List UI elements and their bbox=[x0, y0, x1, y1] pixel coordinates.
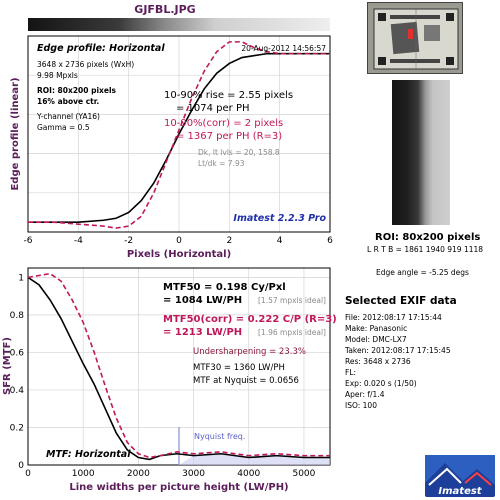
thumbnail-image bbox=[368, 3, 462, 73]
x-tick-label: 2 bbox=[226, 236, 232, 246]
series-measured-line bbox=[28, 52, 330, 223]
edge-profile-channel: Y-channel (YA16) bbox=[36, 112, 100, 121]
page-title: GJFBL.JPG bbox=[134, 3, 196, 16]
mtf50-corr: MTF50(corr) = 0.222 C/P (R=3) bbox=[163, 314, 337, 325]
edge-profile-grid bbox=[28, 36, 330, 232]
exif-row-aper: Aper: f/1.4 bbox=[345, 390, 385, 399]
edge-profile-roi: ROI: 80x200 pixels bbox=[37, 86, 117, 95]
nyquist-label: Nyquist freq. bbox=[194, 432, 245, 441]
x-tick-label: 3000 bbox=[182, 469, 205, 479]
edge-profile-corr: 10-90%(corr) = 2 pixels bbox=[164, 118, 283, 129]
edge-profile-rise-ph: = 1074 per PH bbox=[176, 103, 250, 114]
nyquist-region bbox=[179, 453, 330, 465]
exif-row-make: Make: Panasonic bbox=[345, 324, 408, 333]
edge-profile-title: Edge profile: Horizontal bbox=[37, 43, 165, 54]
edge-profile-dk: Dk, lt lvls = 20, 158.8 bbox=[198, 148, 280, 157]
mtf-title: MTF: Horizontal bbox=[46, 449, 131, 460]
exif-row-file: File: 2012:08:17 17:15:44 bbox=[345, 313, 442, 322]
edge-profile-date: 20-Aug-2012 14:56:57 bbox=[241, 44, 326, 53]
roi-title: ROI: 80x200 pixels bbox=[375, 232, 481, 243]
exif-row-iso: ISO: 100 bbox=[345, 401, 377, 410]
series-measured-line bbox=[27, 276, 330, 461]
x-tick-label: 4 bbox=[277, 236, 283, 246]
exif-row-model: Model: DMC-LX7 bbox=[345, 335, 407, 344]
logo-text: Imatest bbox=[438, 486, 482, 497]
x-tick-label: 0 bbox=[176, 236, 182, 246]
x-tick-label: 0 bbox=[25, 469, 31, 479]
x-tick-label: 4000 bbox=[237, 469, 260, 479]
edge-profile-corr-ph: = 1367 per PH (R=3) bbox=[176, 131, 282, 142]
y-tick-label: 1 bbox=[18, 273, 24, 283]
exif-row-fl: FL: bbox=[345, 368, 357, 377]
edge-profile-x-ticks: -6 -4 -2 0 2 4 6 bbox=[24, 236, 334, 246]
exif-title: Selected EXIF data bbox=[345, 295, 457, 307]
edge-profile-above: 16% above ctr. bbox=[37, 97, 99, 106]
exif-row-taken: Taken: 2012:08:17 17:15:45 bbox=[345, 346, 451, 355]
roi-coords: L R T B = 1861 1940 919 1118 bbox=[367, 245, 484, 254]
mtf-x-label: Line widths per picture height (LW/PH) bbox=[69, 482, 288, 493]
x-tick-label: 1000 bbox=[72, 469, 95, 479]
mtf-ticks: 0 1000 2000 3000 4000 5000 0 0.2 0.4 0.6 0.8 1 bbox=[10, 273, 316, 479]
mtf50-corr-lw: = 1213 LW/PH bbox=[163, 327, 242, 338]
mtf50-text: MTF50 = 0.198 Cy/Pxl bbox=[163, 282, 286, 293]
mtf30: MTF30 = 1360 LW/PH bbox=[193, 363, 285, 373]
y-tick-label: 0.6 bbox=[10, 348, 25, 358]
undersharpening: Undersharpening = 23.3% bbox=[193, 347, 306, 357]
x-tick-label: 6 bbox=[327, 236, 333, 246]
test-chart-thumbnail bbox=[367, 2, 463, 74]
exif-row-res: Res: 3648 x 2736 bbox=[345, 357, 411, 366]
roi-image bbox=[392, 80, 450, 225]
edge-profile-dims: 3648 x 2736 pixels (WxH) bbox=[37, 60, 134, 69]
exif-row-exp: Exp: 0.020 s (1/50) bbox=[345, 379, 417, 388]
edge-profile-gamma: Gamma = 0.5 bbox=[37, 123, 90, 132]
edge-profile-series bbox=[28, 41, 330, 229]
edge-gradient-strip bbox=[28, 18, 330, 31]
x-tick-label: -2 bbox=[124, 236, 133, 246]
series-corrected-line bbox=[28, 41, 330, 229]
edge-profile-y-label: Edge profile (linear) bbox=[10, 77, 21, 190]
edge-profile-rise: 10-90% rise = 2.55 pixels bbox=[164, 90, 293, 101]
y-tick-label: 0 bbox=[18, 461, 24, 471]
mtf50-corr-ideal: [1.96 mpxls ideal] bbox=[258, 328, 326, 337]
x-tick-label: -4 bbox=[74, 236, 83, 246]
imatest-logo: Imatest bbox=[425, 455, 495, 497]
mtf50-ideal: [1.57 mpxls ideal] bbox=[258, 296, 326, 305]
series-corrected-line bbox=[27, 272, 330, 459]
mtf50-lw: = 1084 LW/PH bbox=[163, 295, 242, 306]
mtf-chart: 0 1000 2000 3000 4000 5000 0 0.2 0.4 0.6 0.8 1 Line… bbox=[2, 267, 337, 493]
mtf-nyquist bbox=[178, 427, 330, 465]
y-tick-label: 0.2 bbox=[10, 423, 24, 433]
y-tick-label: 0.4 bbox=[10, 386, 25, 396]
mtf-at-nyquist: MTF at Nyquist = 0.0656 bbox=[193, 376, 299, 386]
edge-profile-x-label: Pixels (Horizontal) bbox=[127, 249, 231, 260]
mtf-y-label: SFR (MTF) bbox=[2, 337, 13, 395]
edge-profile-chart: -6 -4 -2 0 2 4 6 Pixels (Horizontal) Edge prof… bbox=[10, 35, 334, 260]
edge-profile-brand: Imatest 2.2.3 Pro bbox=[233, 213, 326, 224]
x-tick-label: 5000 bbox=[292, 469, 315, 479]
edge-angle: Edge angle = -5.25 degs bbox=[376, 268, 469, 277]
mtf-series bbox=[27, 272, 330, 461]
x-tick-label: -6 bbox=[24, 236, 33, 246]
x-tick-label: 2000 bbox=[127, 469, 150, 479]
y-tick-label: 0.8 bbox=[10, 311, 25, 321]
edge-profile-ltdk: Lt/dk = 7.93 bbox=[198, 159, 245, 168]
edge-profile-mpxls: 9.98 Mpxls bbox=[37, 71, 78, 80]
edge-profile-plot-frame bbox=[27, 35, 331, 233]
